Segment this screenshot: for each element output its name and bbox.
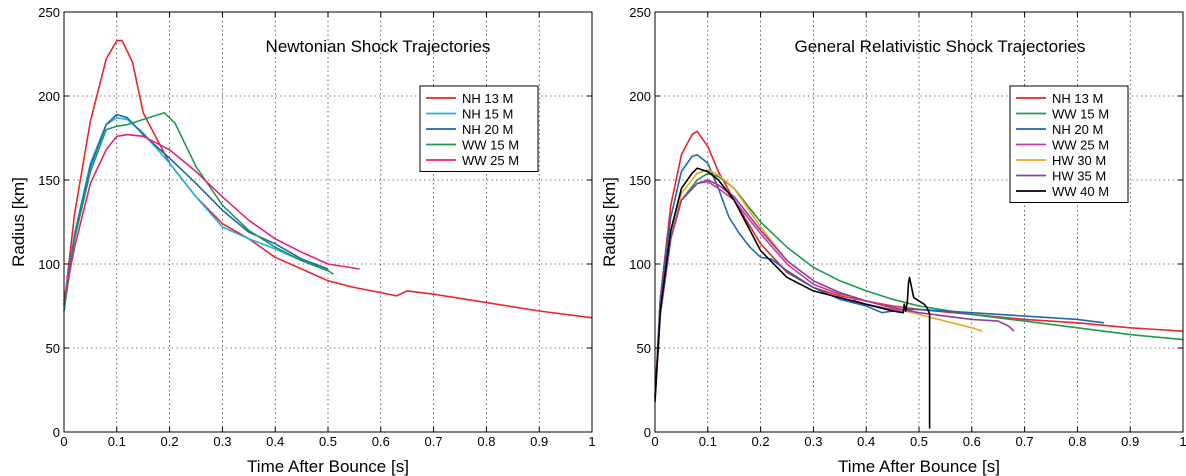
legend-label: NH 20 M [1052,122,1103,137]
legend: NH 13 MNH 15 MNH 20 MWW 15 MWW 25 M [419,85,539,172]
y-tick-label: 100 [629,257,651,272]
series-line-ww-15-m [63,112,334,312]
legend-label: WW 15 M [1052,107,1109,122]
legend: NH 13 MWW 15 MNH 20 MWW 25 MHW 30 MHW 35… [1009,85,1129,203]
x-tick-label: 0.8 [477,434,495,449]
y-tick-label: 150 [629,173,651,188]
x-tick-label: 0.2 [161,434,179,449]
x-tick-label: 1 [588,434,595,449]
series-line-nh-20-m [63,113,329,305]
x-tick-label: 0.3 [213,434,231,449]
x-tick-label: 0.2 [752,434,770,449]
x-tick-label: 0.3 [804,434,822,449]
x-axis-label: Time After Bounce [s] [838,457,1000,476]
series-line-ww-25-m [63,133,360,302]
y-tick-label: 50 [46,341,60,356]
series-line-nh-15-m [63,117,329,302]
chart-panel-1: 0 0.1 0.2 0.3 0.4 0.5 0.6 0.7 0.8 0.9 1 0 50 100 150 20… [600,5,1186,476]
legend-label: NH 13 M [462,91,513,106]
x-tick-label: 0.9 [1121,434,1139,449]
legend-label: NH 15 M [462,107,513,122]
legend-label: WW 15 M [462,138,519,153]
y-axis-label: Radius [km] [9,177,28,267]
y-tick-label: 250 [38,5,60,20]
legend-label: NH 20 M [462,122,513,137]
x-tick-label: 0.6 [963,434,981,449]
chart-panel-0: 0 0.1 0.2 0.3 0.4 0.5 0.6 0.7 0.8 0.9 1 0 50 100 150 20… [9,5,596,476]
y-tick-label: 0 [644,425,651,440]
series-line-ww-15-m [654,172,1184,399]
x-tick-label: 0.1 [108,434,126,449]
y-tick-label: 0 [53,425,60,440]
series-line-hw-30-m [654,169,983,399]
legend-label: HW 30 M [1052,153,1106,168]
legend-label: WW 40 M [1052,184,1109,199]
x-tick-label: 0.9 [530,434,548,449]
x-tick-label: 0 [60,434,67,449]
legend-label: HW 35 M [1052,169,1106,184]
chart-title: General Relativistic Shock Trajectories [794,37,1085,56]
x-tick-label: 0.5 [319,434,337,449]
y-tick-label: 250 [629,5,651,20]
series-line-nh-13-m [63,39,593,319]
x-tick-label: 0.6 [372,434,390,449]
y-tick-label: 100 [38,257,60,272]
series-line-hw-35-m [654,179,1015,399]
x-tick-label: 0.7 [1016,434,1034,449]
x-tick-label: 0.4 [266,434,284,449]
x-tick-label: 0.7 [425,434,443,449]
legend-label: WW 25 M [462,153,519,168]
x-tick-label: 0.4 [857,434,875,449]
x-axis-label: Time After Bounce [s] [247,457,409,476]
chart-title: Newtonian Shock Trajectories [266,37,491,56]
x-tick-label: 0 [651,434,658,449]
series-line-ww-25-m [654,180,920,399]
y-tick-label: 50 [637,341,651,356]
y-tick-label: 200 [38,89,60,104]
x-tick-label: 0.8 [1068,434,1086,449]
legend-label: NH 13 M [1052,91,1103,106]
y-tick-label: 200 [629,89,651,104]
series-line-ww-40-m [654,167,931,429]
legend-label: WW 25 M [1052,138,1109,153]
series-line-nh-13-m [654,130,1184,399]
x-tick-label: 1 [1179,434,1186,449]
x-tick-label: 0.1 [699,434,717,449]
y-tick-label: 150 [38,173,60,188]
y-axis-label: Radius [km] [600,177,619,267]
x-tick-label: 0.5 [910,434,928,449]
